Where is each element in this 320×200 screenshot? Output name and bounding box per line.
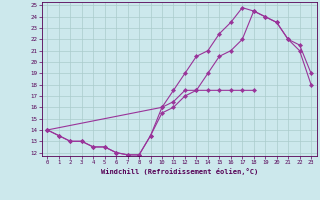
X-axis label: Windchill (Refroidissement éolien,°C): Windchill (Refroidissement éolien,°C)	[100, 168, 258, 175]
